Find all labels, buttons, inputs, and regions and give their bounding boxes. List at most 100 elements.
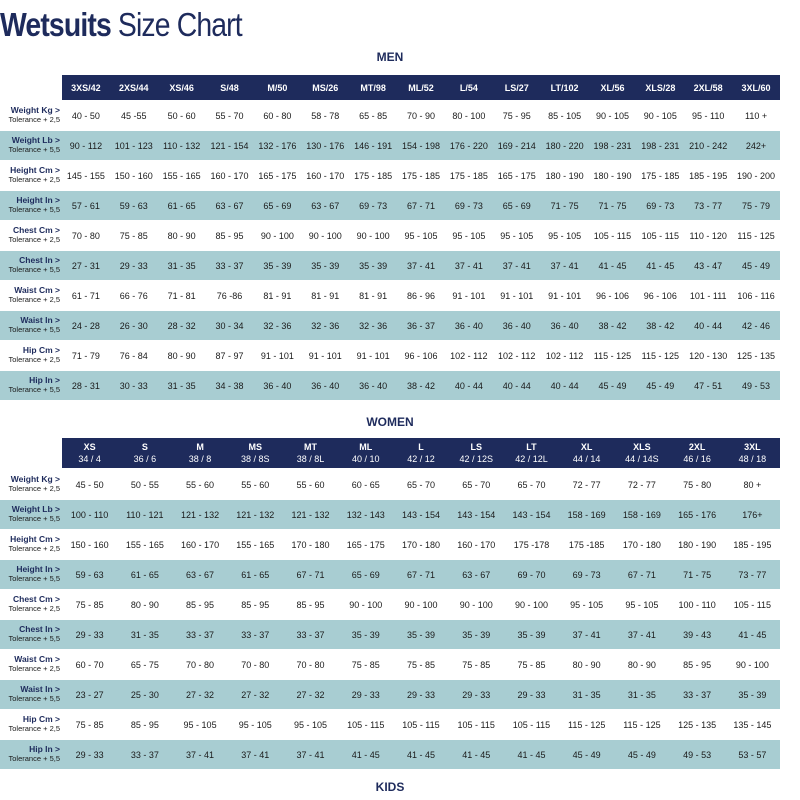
size-cell: 150 - 160: [114, 170, 153, 181]
size-cell: 160 - 170: [210, 170, 249, 181]
row-label-tolerance: Tolerance + 5,5: [8, 634, 61, 643]
size-cell: 41 - 45: [598, 260, 627, 271]
size-cell: 76 -86: [216, 290, 243, 301]
size-cell: 145 - 155: [66, 170, 105, 181]
size-cell: 45 - 49: [572, 749, 601, 760]
row-label-name: Weight Lb >: [11, 504, 60, 514]
size-cell: 175 - 185: [449, 170, 488, 181]
size-cell: 180 - 190: [593, 170, 632, 181]
size-cell: 38 - 42: [646, 320, 675, 331]
size-cell: 210 - 242: [689, 140, 728, 151]
size-cell: 90 - 100: [404, 599, 438, 610]
column-header: 3XL 48 / 18: [724, 438, 781, 468]
size-cell: 71 - 79: [71, 350, 100, 361]
size-cell: 37 - 41: [627, 629, 656, 640]
size-cell: 29 - 33: [75, 749, 104, 760]
column-sub: 38 / 8L: [296, 454, 325, 464]
size-cell: 33 - 37: [130, 749, 159, 760]
size-cell: 41 - 45: [351, 749, 380, 760]
row-label-tolerance: Tolerance + 2,5: [8, 295, 61, 304]
column-size: MS/26: [312, 82, 339, 93]
column-size: L/54: [459, 82, 478, 93]
row-label: Weight Kg > Tolerance + 2,5: [0, 474, 61, 494]
size-cell: 40 - 50: [71, 110, 100, 121]
row-label-tolerance: Tolerance + 2,5: [8, 235, 61, 244]
column-sub: 40 / 10: [351, 454, 380, 464]
section-heading: MEN: [376, 50, 404, 64]
size-cell: 110 - 132: [162, 140, 201, 151]
column-header: M 38 / 8: [171, 438, 229, 468]
size-cell: 105 - 115: [733, 599, 772, 610]
size-cell: 96 - 106: [595, 290, 629, 301]
size-cell: 69 - 70: [517, 569, 546, 580]
size-cell: 57 - 61: [71, 200, 100, 211]
size-cell: 95 - 110: [692, 110, 725, 121]
size-cell: 75 - 95: [502, 110, 531, 121]
size-cell: 154 - 198: [401, 140, 440, 151]
size-cell: 198 - 231: [641, 140, 680, 151]
size-cell: 43 - 47: [694, 260, 723, 271]
row-label-name: Chest In >: [19, 255, 60, 265]
size-cell: 41 - 45: [738, 629, 767, 640]
size-cell: 36 - 40: [263, 380, 292, 391]
row-background: [0, 251, 780, 280]
size-cell: 132 - 176: [258, 140, 297, 151]
size-cell: 70 - 80: [296, 659, 325, 670]
size-cell: 67 - 71: [406, 200, 435, 211]
size-cell: 49 - 53: [683, 749, 712, 760]
column-header: MT/98: [348, 75, 398, 100]
row-label: Waist Cm > Tolerance + 2,5: [0, 654, 61, 674]
size-cell: 165 - 175: [258, 170, 297, 181]
row-label-tolerance: Tolerance + 2,5: [8, 544, 61, 553]
size-cell: 35 - 39: [738, 689, 767, 700]
column-size: 2XL: [688, 442, 706, 452]
size-cell: 67 - 71: [406, 569, 435, 580]
size-cell: 70 - 80: [241, 659, 270, 670]
row-label-tolerance: Tolerance + 5,5: [8, 694, 61, 703]
size-cell: 165 - 175: [346, 539, 385, 550]
column-size: 2XL/58: [693, 82, 723, 93]
size-cell: 150 - 160: [70, 539, 109, 550]
size-cell: 96 - 106: [643, 290, 677, 301]
size-cell: 37 - 41: [572, 629, 601, 640]
size-cell: 73 - 77: [738, 569, 767, 580]
size-cell: 91 - 101: [308, 350, 342, 361]
row-label-name: Weight Kg >: [10, 474, 60, 484]
size-cell: 102 - 112: [498, 350, 536, 361]
size-cell: 65 - 70: [462, 479, 491, 490]
size-cell: 55 - 60: [296, 479, 325, 490]
row-label-tolerance: Tolerance + 5,5: [8, 514, 61, 523]
size-cell: 110 - 121: [126, 509, 164, 520]
size-cell: 40 - 44: [694, 320, 723, 331]
size-cell: 29 - 33: [119, 260, 148, 271]
row-label: Chest Cm > Tolerance + 2,5: [0, 594, 61, 614]
row-background: [0, 560, 780, 589]
size-cell: 65 - 70: [517, 479, 546, 490]
size-cell: 60 - 70: [75, 659, 104, 670]
size-cell: 65 - 69: [502, 200, 531, 211]
size-cell: 95 - 105: [238, 719, 272, 730]
column-sub: 38 / 8: [188, 454, 212, 464]
size-cell: 55 - 70: [215, 110, 244, 121]
column-header: LS 42 / 12S: [448, 438, 505, 468]
size-cell: 75 - 85: [75, 719, 104, 730]
size-cell: 28 - 31: [71, 380, 100, 391]
size-cell: 61 - 65: [130, 569, 159, 580]
size-cell: 170 - 180: [401, 539, 440, 550]
size-cell: 158 - 169: [622, 509, 661, 520]
row-label-name: Chest Cm >: [13, 594, 60, 604]
size-cell: 50 - 55: [130, 479, 159, 490]
row-label-tolerance: Tolerance + 5,5: [8, 205, 61, 214]
size-cell: 31 - 35: [130, 629, 159, 640]
size-cell: 45 - 49: [742, 260, 771, 271]
size-cell: 32 - 36: [263, 320, 292, 331]
row-label: Height Cm > Tolerance + 2,5: [0, 165, 61, 185]
size-cell: 81 - 91: [311, 290, 340, 301]
column-size: 3XS/42: [71, 82, 101, 93]
column-header: 2XL 46 / 16: [669, 438, 726, 468]
size-cell: 27 - 31: [71, 260, 100, 271]
row-label: Height In > Tolerance + 5,5: [0, 195, 61, 215]
column-size: XL: [580, 442, 593, 452]
row-label: Waist In > Tolerance + 5,5: [0, 684, 61, 704]
size-cell: 75 - 85: [351, 659, 380, 670]
